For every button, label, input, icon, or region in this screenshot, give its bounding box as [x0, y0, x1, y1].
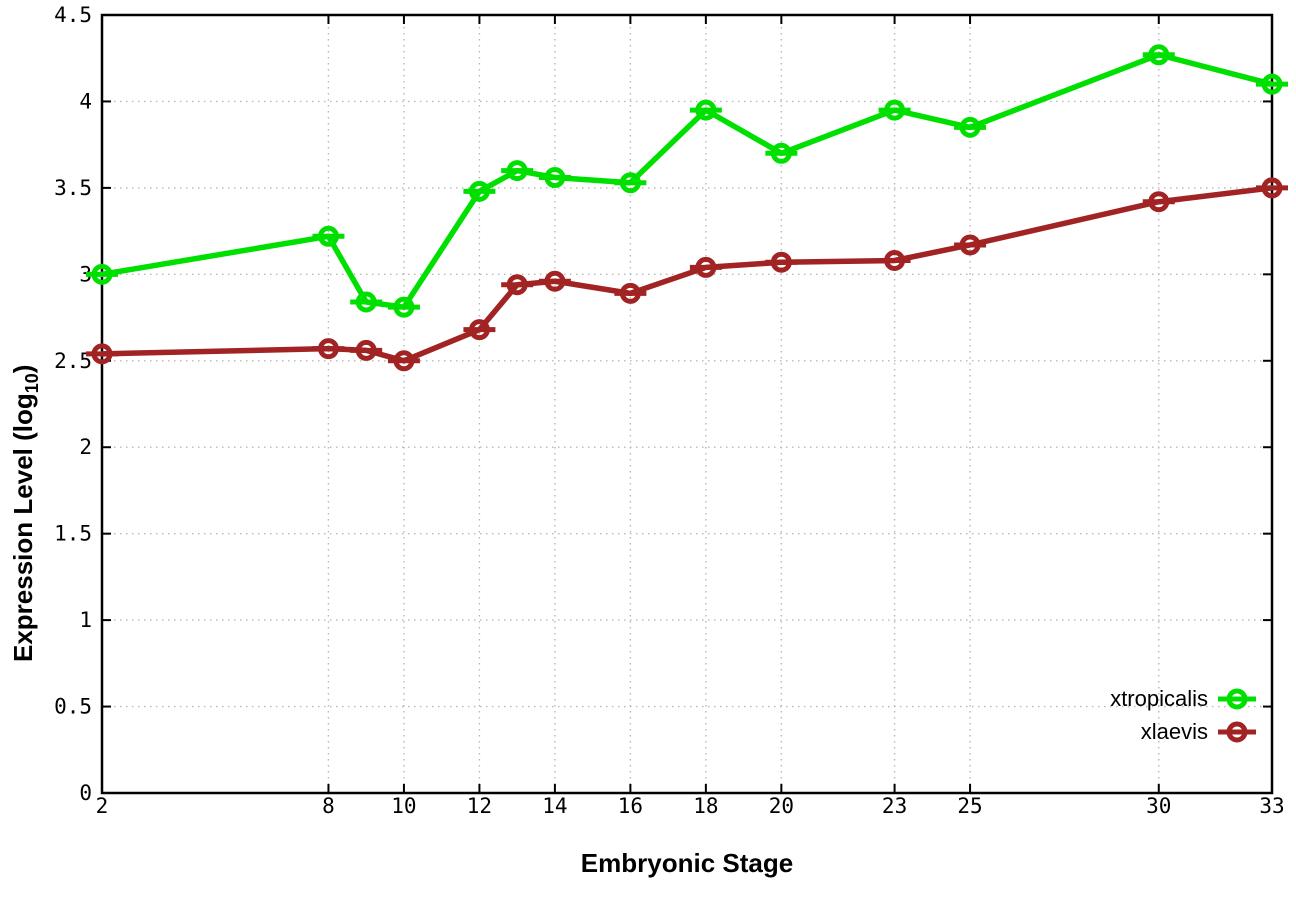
y-tick-label: 3.5 [54, 176, 92, 200]
x-tick-label: 18 [693, 794, 718, 818]
data-point-xtropicalis [884, 99, 906, 121]
x-tick-label: 10 [391, 794, 416, 818]
data-point-xtropicalis [619, 172, 641, 194]
y-tick-label: 0.5 [54, 695, 92, 719]
data-point-xlaevis [393, 350, 415, 372]
y-tick-label: 3 [79, 262, 92, 286]
data-point-xlaevis [1148, 191, 1170, 213]
data-point-xtropicalis [959, 116, 981, 138]
plot-border [100, 13, 1274, 795]
data-point-xlaevis [468, 319, 490, 341]
legend-sample-marker-xlaevis [1226, 721, 1248, 743]
data-point-xlaevis [317, 338, 339, 360]
x-axis-title: Embryonic Stage [580, 848, 794, 878]
data-point-xtropicalis [1261, 73, 1283, 95]
y-axis-title-subscript: 10 [22, 373, 42, 394]
data-point-xtropicalis [1148, 44, 1170, 66]
data-point-xlaevis [544, 270, 566, 292]
data-point-xlaevis [355, 339, 377, 361]
data-point-xtropicalis [91, 263, 113, 285]
y-tick-label: 4 [79, 89, 92, 113]
y-tick-label: 1.5 [54, 522, 92, 546]
data-point-xtropicalis [355, 291, 377, 313]
data-point-xlaevis [506, 274, 528, 296]
y-tick-label: 0 [79, 781, 92, 805]
legend-sample-marker-xtropicalis [1226, 688, 1248, 710]
x-tick-label: 16 [618, 794, 643, 818]
data-point-xtropicalis [695, 99, 717, 121]
x-tick-label: 20 [769, 794, 794, 818]
x-tick-label: 14 [542, 794, 567, 818]
data-point-xtropicalis [393, 296, 415, 318]
data-point-xlaevis [959, 234, 981, 256]
data-point-xlaevis [1261, 177, 1283, 199]
x-tick-label: 23 [882, 794, 907, 818]
y-tick-label: 1 [79, 608, 92, 632]
data-point-xtropicalis [506, 160, 528, 182]
x-tick-label: 12 [467, 794, 492, 818]
data-point-xlaevis [91, 343, 113, 365]
data-point-xlaevis [884, 250, 906, 272]
y-tick-label: 2 [79, 435, 92, 459]
data-point-xtropicalis [770, 142, 792, 164]
data-point-xlaevis [695, 256, 717, 278]
y-tick-label: 2.5 [54, 349, 92, 373]
data-point-xtropicalis [544, 167, 566, 189]
data-point-xlaevis [770, 251, 792, 273]
y-axis-title: Expression Level (log10) [8, 364, 42, 662]
series-line-xtropicalis [99, 52, 1275, 310]
x-tick-label: 2 [96, 794, 109, 818]
x-tick-label: 30 [1146, 794, 1171, 818]
data-point-xlaevis [619, 282, 641, 304]
x-tick-label: 33 [1259, 794, 1284, 818]
legend-label-xtropicalis: xtropicalis [1110, 686, 1208, 711]
y-axis-title-close: ) [8, 364, 38, 374]
data-point-xtropicalis [317, 225, 339, 247]
y-tick-label: 4.5 [54, 3, 92, 27]
x-tick-label: 8 [322, 794, 335, 818]
legend-label-xlaevis: xlaevis [1141, 719, 1208, 744]
y-axis-title-text: Expression Level (log [8, 393, 38, 662]
x-tick-label: 25 [957, 794, 982, 818]
data-point-xtropicalis [468, 180, 490, 202]
